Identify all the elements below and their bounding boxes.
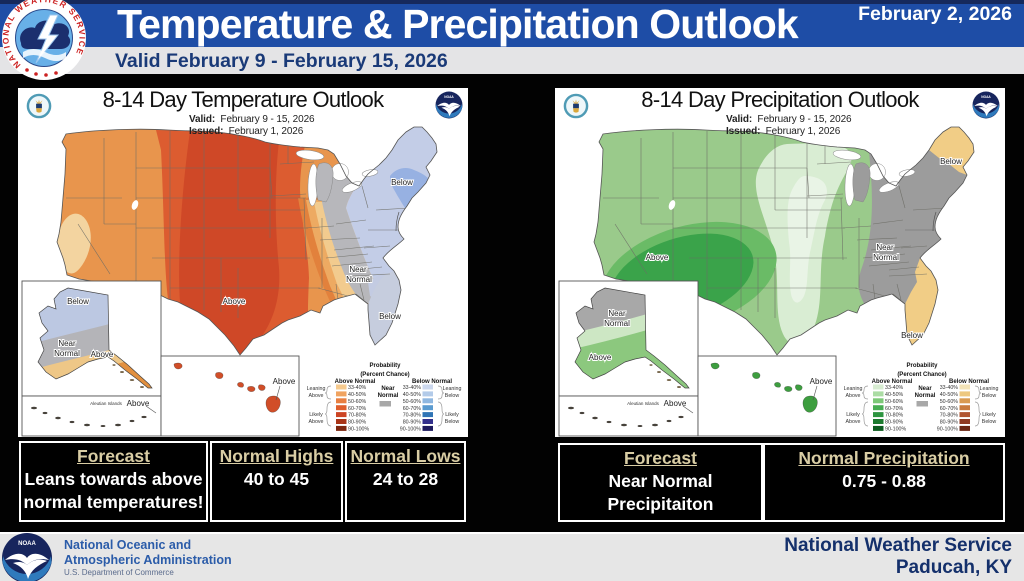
- svg-text:Below: Below: [379, 312, 401, 321]
- svg-text:90-100%: 90-100%: [937, 427, 958, 433]
- svg-text:Aleutian Islands: Aleutian Islands: [627, 401, 660, 406]
- svg-text:Probability: Probability: [906, 363, 938, 369]
- svg-text:40-50%: 40-50%: [403, 392, 422, 398]
- svg-text:Leaning: Leaning: [443, 386, 462, 392]
- svg-text:Below Normal: Below Normal: [412, 379, 452, 385]
- svg-text:Above: Above: [308, 393, 323, 399]
- svg-text:70-80%: 70-80%: [940, 413, 959, 419]
- svg-text:NOAA: NOAA: [18, 541, 36, 547]
- svg-text:Near: Near: [918, 386, 932, 392]
- svg-text:Below: Below: [901, 331, 923, 340]
- svg-text:50-60%: 50-60%: [885, 399, 904, 405]
- svg-text:60-70%: 60-70%: [403, 406, 422, 412]
- svg-text:Below: Below: [67, 297, 89, 306]
- svg-text:80-90%: 80-90%: [940, 420, 959, 426]
- svg-text:Probability: Probability: [369, 363, 401, 369]
- svg-text:Normal: Normal: [873, 253, 899, 262]
- svg-text:Near: Near: [876, 243, 894, 252]
- svg-text:Above: Above: [845, 393, 860, 399]
- svg-text:90-100%: 90-100%: [885, 427, 906, 433]
- svg-text:80-90%: 80-90%: [403, 420, 422, 426]
- svg-text:40-50%: 40-50%: [885, 392, 904, 398]
- svg-text:Near: Near: [381, 386, 395, 392]
- svg-text:50-60%: 50-60%: [940, 399, 959, 405]
- svg-text:Below: Below: [982, 419, 997, 425]
- svg-text:Below: Below: [982, 393, 997, 399]
- svg-text:Near: Near: [349, 265, 367, 274]
- svg-text:(Percent Chance): (Percent Chance): [360, 372, 409, 378]
- svg-text:Likely: Likely: [846, 412, 860, 418]
- svg-text:50-60%: 50-60%: [348, 399, 367, 405]
- svg-text:Normal: Normal: [54, 349, 80, 358]
- svg-text:Near: Near: [58, 339, 76, 348]
- svg-text:60-70%: 60-70%: [940, 406, 959, 412]
- svg-text:Above Normal: Above Normal: [872, 379, 913, 385]
- svg-text:Above: Above: [273, 377, 296, 386]
- svg-text:Near: Near: [608, 309, 626, 318]
- svg-text:Aleutian Islands: Aleutian Islands: [90, 401, 123, 406]
- svg-text:90-100%: 90-100%: [348, 427, 369, 433]
- svg-text:Below: Below: [940, 157, 962, 166]
- svg-text:Normal: Normal: [378, 393, 399, 399]
- svg-text:Below Normal: Below Normal: [949, 379, 989, 385]
- svg-text:Above: Above: [664, 399, 687, 408]
- svg-text:Above: Above: [810, 377, 833, 386]
- svg-text:NOAA: NOAA: [444, 95, 454, 99]
- svg-text:80-90%: 80-90%: [348, 420, 367, 426]
- svg-text:Below: Below: [445, 419, 460, 425]
- svg-text:40-50%: 40-50%: [940, 392, 959, 398]
- svg-text:60-70%: 60-70%: [885, 406, 904, 412]
- svg-text:33-40%: 33-40%: [885, 385, 904, 391]
- svg-text:Normal: Normal: [604, 319, 630, 328]
- svg-text:Above: Above: [646, 253, 669, 262]
- svg-text:33-40%: 33-40%: [348, 385, 367, 391]
- svg-text:Leaning: Leaning: [980, 386, 999, 392]
- svg-text:Normal: Normal: [346, 275, 372, 284]
- svg-text:Above: Above: [845, 419, 860, 425]
- svg-text:33-40%: 33-40%: [940, 385, 959, 391]
- svg-text:Likely: Likely: [309, 412, 323, 418]
- svg-text:Above: Above: [127, 399, 150, 408]
- svg-text:Above: Above: [223, 297, 246, 306]
- svg-text:90-100%: 90-100%: [400, 427, 421, 433]
- svg-text:33-40%: 33-40%: [403, 385, 422, 391]
- svg-text:Below: Below: [391, 178, 413, 187]
- svg-text:Above: Above: [308, 419, 323, 425]
- svg-text:50-60%: 50-60%: [403, 399, 422, 405]
- svg-text:70-80%: 70-80%: [348, 413, 367, 419]
- svg-text:Below: Below: [445, 393, 460, 399]
- svg-text:Above: Above: [91, 350, 114, 359]
- svg-text:70-80%: 70-80%: [885, 413, 904, 419]
- svg-text:70-80%: 70-80%: [403, 413, 422, 419]
- svg-text:Above Normal: Above Normal: [335, 379, 376, 385]
- svg-text:40-50%: 40-50%: [348, 392, 367, 398]
- svg-text:Leaning: Leaning: [844, 386, 863, 392]
- svg-text:(Percent Chance): (Percent Chance): [897, 372, 946, 378]
- svg-text:60-70%: 60-70%: [348, 406, 367, 412]
- svg-text:Leaning: Leaning: [307, 386, 326, 392]
- svg-text:Above: Above: [589, 353, 612, 362]
- svg-text:80-90%: 80-90%: [885, 420, 904, 426]
- svg-text:NOAA: NOAA: [981, 95, 991, 99]
- svg-text:Normal: Normal: [915, 393, 936, 399]
- svg-text:Likely: Likely: [445, 412, 459, 418]
- svg-text:Likely: Likely: [982, 412, 996, 418]
